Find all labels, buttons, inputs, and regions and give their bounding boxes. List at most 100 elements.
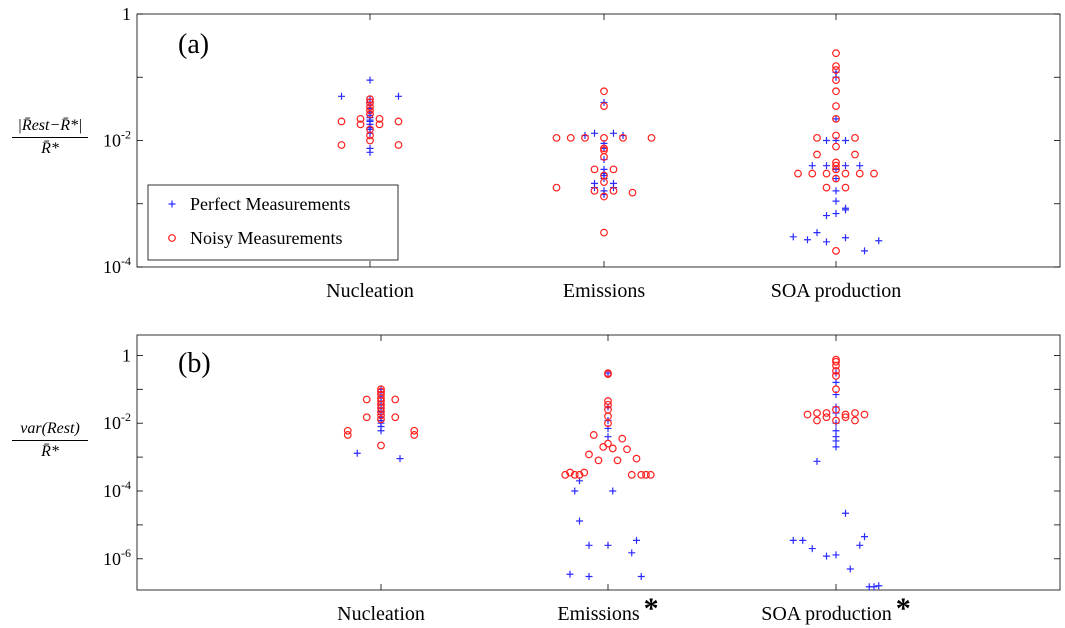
panel-a-point-noisy	[600, 228, 608, 237]
panel-b-point-noisy	[841, 410, 850, 419]
panel-b-point-noisy	[377, 415, 385, 424]
panel-b-point-perfect	[571, 487, 579, 495]
panel-b-point-perfect	[832, 551, 840, 559]
panel-b-point-noisy	[832, 385, 840, 394]
panel-a-point-perfect	[832, 187, 840, 195]
panel-a-point-noisy	[851, 150, 859, 159]
panel-b-point-perfect	[861, 533, 868, 541]
panel-b-point-noisy	[822, 413, 831, 422]
panel-a-point-perfect	[832, 175, 840, 183]
panel-b-point-noisy	[410, 431, 419, 439]
panel-a-point-perfect	[591, 129, 598, 137]
panel-b-point-noisy	[637, 470, 646, 479]
panel-a-ytick-label: 10-4	[103, 254, 131, 277]
panel-b-point-noisy	[608, 444, 617, 453]
panel-a-point-noisy	[356, 120, 365, 129]
panel-b-point-perfect	[832, 378, 840, 386]
panel-a-point-noisy	[841, 183, 850, 192]
panel-b-point-noisy	[851, 409, 859, 417]
panel-b-point-noisy	[561, 470, 570, 479]
panel-b-point-perfect	[799, 536, 807, 544]
panel-a-point-noisy	[356, 114, 365, 123]
panel-a-point-noisy	[366, 95, 374, 104]
panel-b-point-noisy	[832, 357, 840, 366]
panel-a-point-perfect	[842, 137, 849, 144]
panel-a-point-noisy	[619, 133, 627, 142]
panel-b-point-noisy	[604, 419, 612, 428]
panel-a-point-perfect	[808, 162, 816, 170]
panel-b-point-noisy	[391, 395, 400, 404]
panel-b-point-noisy	[832, 366, 840, 375]
panel-b-point-perfect	[789, 536, 797, 544]
panel-a-category-label: Nucleation	[326, 280, 414, 302]
panel-a-point-perfect	[395, 92, 402, 100]
panel-a-point-perfect	[875, 237, 883, 245]
panel-b-point-noisy	[594, 456, 603, 465]
panel-a-ytick-label: 1	[122, 4, 131, 24]
panel-b-point-noisy	[604, 370, 612, 379]
panel-a-point-noisy	[366, 110, 374, 119]
panel-b-point-noisy	[832, 371, 840, 380]
panel-a-point-noisy	[870, 169, 878, 178]
panel-b-category-label: SOA production *	[761, 592, 911, 625]
panel-a-point-perfect	[813, 229, 821, 237]
panel-a-point-perfect	[610, 129, 617, 137]
panel-a-point-noisy	[337, 117, 346, 126]
panel-b-point-noisy	[377, 404, 385, 412]
panel-b-point-perfect	[609, 487, 617, 495]
panel-b-point-noisy	[391, 413, 400, 422]
panel-b-point-perfect	[823, 552, 830, 560]
panel-a-point-noisy	[832, 114, 840, 123]
panel-a-point-noisy	[600, 192, 608, 201]
legend-marker-perfect	[168, 200, 176, 208]
panel-a-point-noisy	[600, 87, 608, 96]
panel-a-point-noisy	[600, 178, 608, 186]
panel-b-point-perfect	[585, 573, 593, 581]
panel-b-point-noisy	[377, 411, 385, 420]
panel-a-point-noisy	[600, 133, 608, 142]
panel-a-point-noisy	[552, 183, 561, 192]
panel-a-point-noisy	[590, 186, 599, 195]
panel-a-point-perfect	[832, 115, 840, 123]
panel-a-ytick-label: 10-2	[103, 128, 131, 151]
panel-b-label: (b)	[178, 348, 211, 379]
panel-a-series-noisy	[337, 49, 878, 255]
panel-b-point-noisy	[841, 413, 850, 422]
panel-b-point-noisy	[377, 385, 385, 394]
panel-a-point-noisy	[832, 142, 840, 151]
panel-a-point-noisy	[366, 131, 374, 140]
panel-b-point-perfect	[585, 541, 593, 549]
panel-b-point-perfect	[832, 443, 840, 451]
panel-a: 1 10-2 10-4 Nucleation Emissions SOA producti…	[103, 4, 1061, 302]
panel-a-point-perfect	[823, 162, 830, 170]
panel-b-point-perfect	[846, 565, 854, 573]
panel-a-point-perfect	[856, 162, 864, 170]
panel-a-point-noisy	[832, 66, 840, 74]
panel-b-point-perfect	[856, 541, 864, 549]
panel-b-point-noisy	[860, 410, 869, 419]
panel-b-point-perfect	[870, 583, 878, 591]
panel-b-axes-box	[136, 334, 1061, 591]
panel-b-point-noisy	[613, 456, 622, 465]
panel-b-point-noisy	[575, 470, 584, 479]
panel-a-point-perfect	[861, 247, 868, 255]
panel-b-point-noisy	[599, 442, 608, 451]
panel-b-point-noisy	[832, 405, 840, 414]
panel-b-point-noisy	[604, 400, 612, 409]
panel-a-category-label: SOA production	[771, 280, 902, 302]
panel-a-point-perfect	[338, 92, 345, 100]
panel-b-point-noisy	[566, 468, 574, 477]
panel-b-point-noisy	[832, 355, 840, 364]
panel-a-point-noisy	[581, 133, 589, 142]
panel-b-point-noisy	[813, 409, 821, 417]
panel-b-point-perfect	[604, 541, 612, 549]
panel-a-point-noisy	[832, 165, 840, 174]
panel-b-point-noisy	[343, 426, 352, 435]
panel-a-point-perfect	[804, 236, 811, 244]
panel-a-point-noisy	[832, 87, 840, 96]
panel-b-category-label: Nucleation	[337, 603, 425, 625]
panel-b-point-noisy	[362, 395, 371, 404]
panel-b-point-noisy	[585, 450, 593, 459]
panel-b-point-noisy	[604, 397, 612, 405]
panel-b-point-noisy	[362, 413, 371, 422]
